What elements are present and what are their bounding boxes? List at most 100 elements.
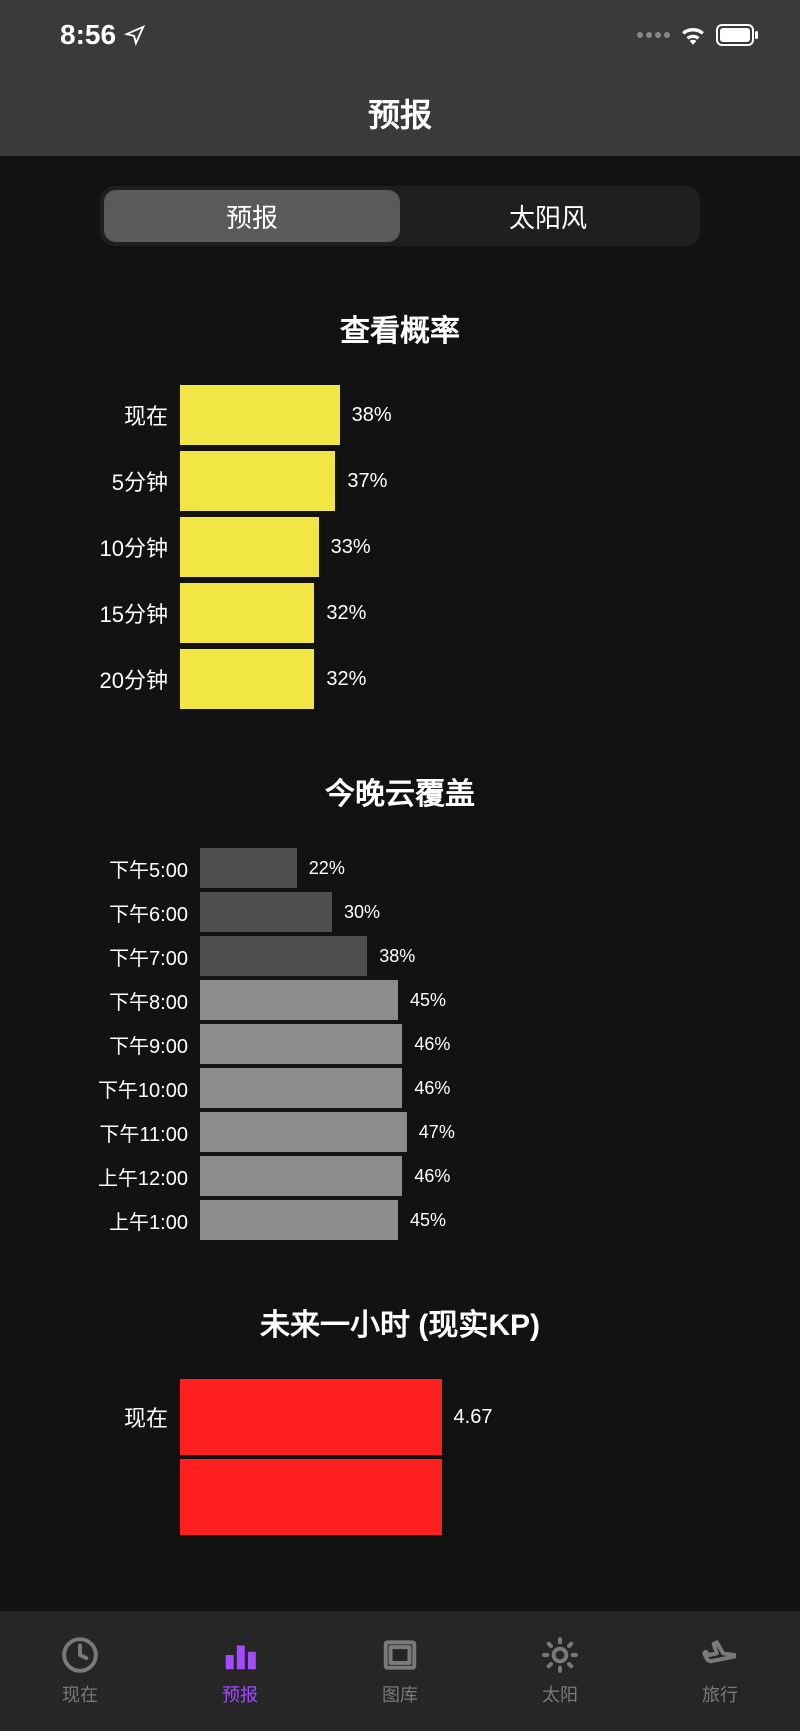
tab-plane[interactable]: 旅行	[640, 1611, 800, 1731]
cloud-row: 下午8:00 45%	[50, 980, 750, 1020]
probability-bar	[180, 451, 335, 511]
probability-row-label: 10分钟	[50, 531, 180, 563]
probability-value: 38%	[352, 404, 392, 427]
cloud-row-label: 下午6:00	[50, 898, 200, 927]
cloud-row-label: 上午1:00	[50, 1206, 200, 1235]
status-time: 8:56	[60, 19, 146, 51]
cloud-value: 46%	[414, 1078, 450, 1099]
probability-row: 现在 38%	[50, 385, 750, 445]
tab-bars[interactable]: 预报	[160, 1611, 320, 1731]
cloud-value: 46%	[414, 1034, 450, 1055]
cloud-bar-area: 46%	[200, 1068, 750, 1108]
cloud-row: 下午7:00 38%	[50, 936, 750, 976]
tab-label: 太阳	[542, 1681, 578, 1707]
cloud-bar-area: 46%	[200, 1156, 750, 1196]
tab-clock[interactable]: 现在	[0, 1611, 160, 1731]
cloud-chart: 下午5:00 22% 下午6:00 30% 下午7:00 38% 下午8:00 …	[50, 848, 750, 1240]
probability-value: 32%	[326, 668, 366, 691]
tab-label: 旅行	[702, 1681, 738, 1707]
probability-bar-area: 33%	[180, 517, 750, 577]
status-right	[637, 24, 760, 46]
kp-title: 未来一小时 (现实KP)	[50, 1300, 750, 1344]
probability-bar-area: 37%	[180, 451, 750, 511]
plane-icon	[700, 1635, 740, 1675]
cloud-value: 45%	[410, 990, 446, 1011]
probability-bar	[180, 649, 314, 709]
cloud-row-label: 下午8:00	[50, 986, 200, 1015]
probability-value: 32%	[326, 602, 366, 625]
bottom-tabbar: 现在 预报 图库 太阳 旅行	[0, 1611, 800, 1731]
cloud-title: 今晚云覆盖	[50, 769, 750, 813]
cloud-bar-area: 46%	[200, 1024, 750, 1064]
probability-value: 33%	[331, 536, 371, 559]
kp-value: 4.67	[454, 1406, 493, 1429]
tab-sun[interactable]: 太阳	[480, 1611, 640, 1731]
tab-label: 图库	[382, 1681, 418, 1707]
cloud-row-label: 下午11:00	[50, 1118, 200, 1147]
cloud-row: 下午9:00 46%	[50, 1024, 750, 1064]
kp-bar	[180, 1379, 442, 1455]
cloud-bar-area: 45%	[200, 1200, 750, 1240]
probability-row: 10分钟 33%	[50, 517, 750, 577]
probability-bar-area: 32%	[180, 649, 750, 709]
cloud-row: 上午1:00 45%	[50, 1200, 750, 1240]
status-time-text: 8:56	[60, 19, 116, 51]
cloud-bar	[200, 1112, 407, 1152]
probability-bar	[180, 583, 314, 643]
cloud-value: 22%	[309, 858, 345, 879]
probability-row: 20分钟 32%	[50, 649, 750, 709]
cloud-row: 下午10:00 46%	[50, 1068, 750, 1108]
header: 预报	[0, 70, 800, 156]
kp-chart: 现在 4.67	[50, 1379, 750, 1535]
cloud-row-label: 下午10:00	[50, 1074, 200, 1103]
page-title: 预报	[368, 90, 432, 136]
cloud-row: 上午12:00 46%	[50, 1156, 750, 1196]
cloud-value: 46%	[414, 1166, 450, 1187]
cloud-bar	[200, 1068, 402, 1108]
probability-row-label: 现在	[50, 399, 180, 431]
battery-icon	[716, 24, 760, 46]
cloud-bar	[200, 848, 297, 888]
cloud-row-label: 下午5:00	[50, 854, 200, 883]
kp-row	[50, 1459, 750, 1535]
probability-chart: 现在 38% 5分钟 37% 10分钟 33% 15分钟 32% 20分钟 32…	[50, 385, 750, 709]
wifi-icon	[680, 25, 706, 45]
segment-forecast[interactable]: 预报	[104, 190, 400, 242]
tab-frame[interactable]: 图库	[320, 1611, 480, 1731]
cloud-bar	[200, 980, 398, 1020]
clock-icon	[60, 1635, 100, 1675]
probability-title: 查看概率	[50, 306, 750, 350]
cloud-bar-area: 30%	[200, 892, 750, 932]
kp-row: 现在 4.67	[50, 1379, 750, 1455]
probability-bar-area: 32%	[180, 583, 750, 643]
status-bar: 8:56	[0, 0, 800, 70]
kp-section: 未来一小时 (现实KP) 现在 4.67	[0, 1300, 800, 1535]
segment-solarwind[interactable]: 太阳风	[400, 190, 696, 242]
kp-row-label: 现在	[50, 1401, 180, 1433]
cloud-bar	[200, 892, 332, 932]
cloud-row: 下午11:00 47%	[50, 1112, 750, 1152]
probability-row-label: 20分钟	[50, 663, 180, 695]
cloud-bar	[200, 1024, 402, 1064]
tab-label: 预报	[222, 1681, 258, 1707]
cloud-row-label: 下午9:00	[50, 1030, 200, 1059]
kp-bar	[180, 1459, 442, 1535]
tab-label: 现在	[62, 1681, 98, 1707]
probability-row-label: 15分钟	[50, 597, 180, 629]
cloud-row: 下午5:00 22%	[50, 848, 750, 888]
location-arrow-icon	[124, 24, 146, 46]
kp-bar-area: 4.67	[180, 1379, 750, 1455]
cloud-value: 47%	[419, 1122, 455, 1143]
cloud-bar-area: 38%	[200, 936, 750, 976]
cloud-bar	[200, 1200, 398, 1240]
bars-icon	[220, 1635, 260, 1675]
probability-bar-area: 38%	[180, 385, 750, 445]
probability-value: 37%	[347, 470, 387, 493]
sun-icon	[540, 1635, 580, 1675]
frame-icon	[380, 1635, 420, 1675]
probability-section: 查看概率 现在 38% 5分钟 37% 10分钟 33% 15分钟 32% 20…	[0, 306, 800, 709]
cloud-row-label: 上午12:00	[50, 1162, 200, 1191]
cloud-bar-area: 22%	[200, 848, 750, 888]
cloud-value: 38%	[379, 946, 415, 967]
cloud-bar-area: 47%	[200, 1112, 750, 1152]
